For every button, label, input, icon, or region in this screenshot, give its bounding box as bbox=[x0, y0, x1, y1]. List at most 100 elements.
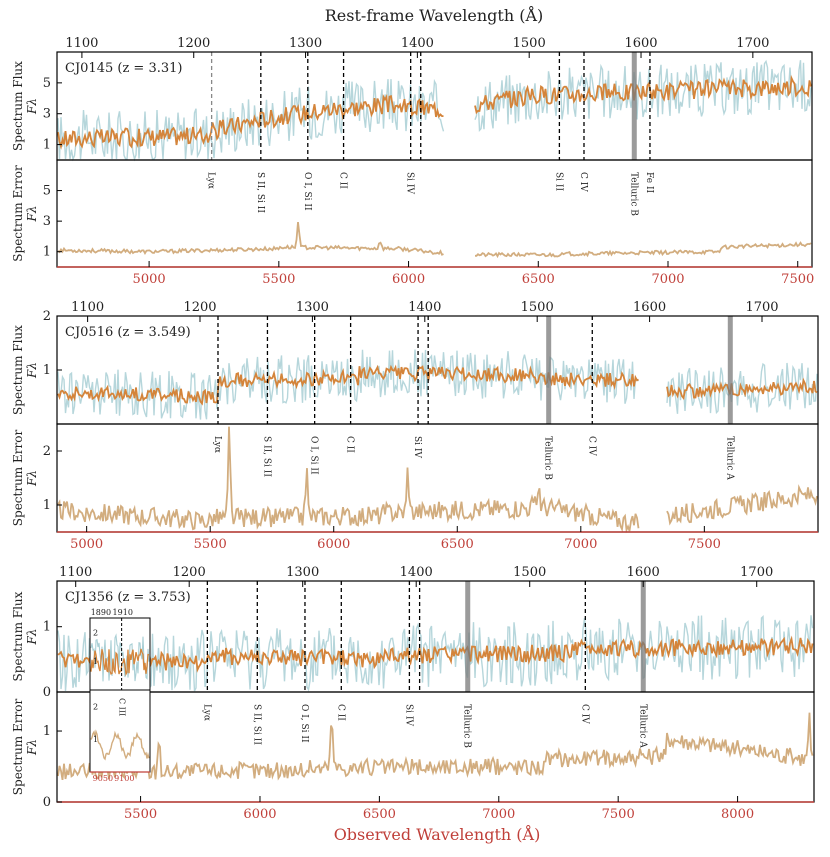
rest-tick-label: 1700 bbox=[736, 36, 769, 51]
inset-flux-ytick-label: 2 bbox=[93, 628, 98, 637]
telluric-band bbox=[631, 52, 637, 160]
inset-error-line bbox=[90, 729, 150, 761]
obs-tick-label: 6000 bbox=[392, 272, 425, 287]
rest-tick-label: 1100 bbox=[71, 300, 104, 315]
inset-err-xtick-label: 9050 bbox=[93, 774, 113, 783]
rest-tick-label: 1100 bbox=[65, 36, 98, 51]
telluric-label: Telluric A bbox=[637, 704, 647, 748]
obs-tick-label: 7000 bbox=[564, 537, 597, 552]
line-label: C II bbox=[338, 172, 348, 189]
flux-symbol: Fλ bbox=[25, 98, 39, 115]
flux-ytick-label: 3 bbox=[43, 107, 51, 122]
obs-tick-label: 7500 bbox=[688, 537, 721, 552]
inset-line-label: C III bbox=[118, 698, 127, 716]
inset-background bbox=[90, 618, 150, 772]
flux-ytick-label: 1 bbox=[43, 138, 51, 153]
obs-tick-label: 5000 bbox=[133, 272, 166, 287]
rest-tick-label: 1500 bbox=[513, 565, 546, 580]
line-label: Si IV bbox=[403, 704, 413, 726]
flux-smoothed-line bbox=[57, 364, 818, 406]
obs-tick-label: 6000 bbox=[243, 807, 276, 822]
object-label: CJ0516 (z = 3.549) bbox=[65, 325, 191, 340]
flux-raw-line bbox=[57, 615, 814, 692]
flux-symbol: Fλ bbox=[25, 629, 39, 646]
rest-tick-label: 1700 bbox=[740, 565, 773, 580]
rest-tick-label: 1300 bbox=[286, 565, 319, 580]
rest-tick-label: 1500 bbox=[513, 36, 546, 51]
obs-tick-label: 8000 bbox=[721, 807, 754, 822]
telluric-band bbox=[465, 581, 471, 692]
obs-tick-label: 6500 bbox=[441, 537, 474, 552]
rest-tick-label: 1100 bbox=[59, 565, 92, 580]
rest-tick-label: 1200 bbox=[183, 300, 216, 315]
rest-tick-label: 1400 bbox=[408, 300, 441, 315]
flux-smoothed-line bbox=[57, 635, 814, 673]
obs-tick-label: 7500 bbox=[781, 272, 814, 287]
inset-err-xtick-label: 9100 bbox=[114, 774, 134, 783]
rest-tick-label: 1600 bbox=[627, 565, 660, 580]
error-line bbox=[57, 712, 814, 781]
flux-symbol: Fλ bbox=[25, 362, 39, 379]
object-label: CJ0145 (z = 3.31) bbox=[65, 61, 182, 76]
rest-tick-label: 1300 bbox=[289, 36, 322, 51]
rest-tick-label: 1400 bbox=[400, 565, 433, 580]
error-ylabel: Spectrum Error bbox=[11, 699, 25, 796]
obs-tick-label: 5500 bbox=[124, 807, 157, 822]
flux-ytick-label: 0 bbox=[43, 685, 51, 700]
line-label: Si IV bbox=[405, 172, 415, 194]
error-symbol: Fλ bbox=[25, 739, 39, 756]
rest-tick-label: 1200 bbox=[177, 36, 210, 51]
obs-tick-label: 6000 bbox=[317, 537, 350, 552]
rest-tick-label: 1700 bbox=[745, 300, 778, 315]
line-label: Fe II bbox=[644, 172, 654, 193]
line-label: Si II bbox=[553, 172, 563, 191]
telluric-band bbox=[546, 316, 552, 424]
error-ylabel: Spectrum Error bbox=[11, 430, 25, 527]
err-ytick-label: 2 bbox=[43, 444, 51, 459]
panel-cj0145: Telluric B Lyα S II, Si II O I, Si II C II Si… bbox=[11, 36, 814, 287]
error-ylabel: Spectrum Error bbox=[11, 165, 25, 262]
telluric-band bbox=[640, 581, 646, 692]
inset-panel: 1890 1910 1 2 1 2 9050 9100 C III bbox=[89, 608, 151, 783]
line-label: C IV bbox=[578, 172, 588, 192]
flux-smoothed-line bbox=[57, 74, 812, 150]
inset-top-tick-label: 1890 bbox=[91, 608, 111, 617]
err-ytick-label: 1 bbox=[43, 498, 51, 513]
line-label: O I, Si II bbox=[309, 436, 319, 475]
line-label: Lyα bbox=[206, 172, 216, 189]
line-label: C IV bbox=[586, 436, 596, 456]
obs-tick-label: 5500 bbox=[262, 272, 295, 287]
inset-flux-line bbox=[90, 648, 150, 677]
telluric-label: Telluric A bbox=[724, 436, 734, 480]
line-label: O I, Si II bbox=[302, 172, 312, 211]
panel-cj0516: Telluric B Telluric A Lyα S II, Si II O I, S… bbox=[11, 300, 819, 552]
line-label: S II, Si II bbox=[255, 172, 265, 213]
err-ytick-label: 1 bbox=[43, 245, 51, 260]
telluric-label: Telluric B bbox=[543, 436, 553, 480]
obs-tick-label: 6500 bbox=[363, 807, 396, 822]
rest-tick-label: 1600 bbox=[633, 300, 666, 315]
object-label: CJ1356 (z = 3.753) bbox=[65, 590, 191, 605]
obs-tick-label: 6500 bbox=[522, 272, 555, 287]
observed-axis-title: Observed Wavelength (Å) bbox=[334, 824, 541, 844]
err-ytick-label: 5 bbox=[43, 184, 51, 199]
flux-ytick-label: 1 bbox=[43, 363, 51, 378]
line-label: S II, Si II bbox=[251, 704, 261, 745]
rest-tick-label: 1300 bbox=[296, 300, 329, 315]
rest-tick-label: 1200 bbox=[173, 565, 206, 580]
line-label: S II, Si II bbox=[261, 436, 271, 477]
line-label: C II bbox=[345, 436, 355, 453]
rest-frame-axis-title: Rest-frame Wavelength (Å) bbox=[325, 5, 544, 25]
inset-err-ytick-label: 1 bbox=[93, 735, 98, 744]
inset-flux-ytick-label: 1 bbox=[93, 657, 98, 666]
telluric-band bbox=[727, 316, 733, 424]
obs-tick-label: 7000 bbox=[651, 272, 684, 287]
flux-ytick-label: 2 bbox=[43, 309, 51, 324]
inset-top-tick-label: 1910 bbox=[113, 608, 133, 617]
flux-ytick-label: 1 bbox=[43, 620, 51, 635]
error-line bbox=[57, 221, 812, 259]
obs-tick-label: 7000 bbox=[482, 807, 515, 822]
obs-tick-label: 7500 bbox=[602, 807, 635, 822]
flux-ytick-label: 5 bbox=[43, 76, 51, 91]
